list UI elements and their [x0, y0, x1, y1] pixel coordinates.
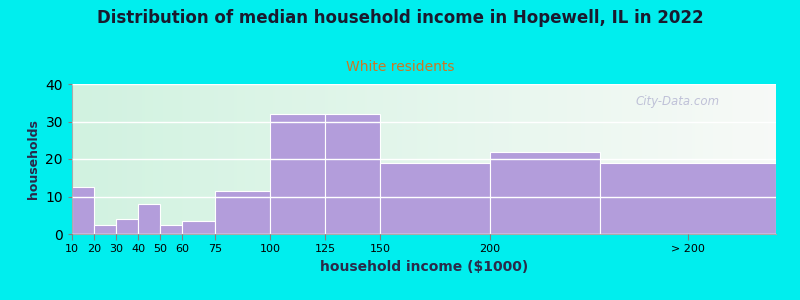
- Bar: [490, 152, 600, 234]
- Bar: [380, 163, 490, 234]
- Bar: [600, 163, 776, 234]
- Bar: [270, 114, 325, 234]
- Bar: [116, 219, 138, 234]
- Bar: [325, 114, 380, 234]
- Y-axis label: households: households: [26, 119, 40, 199]
- X-axis label: household income ($1000): household income ($1000): [320, 260, 528, 274]
- Bar: [94, 225, 116, 234]
- Bar: [215, 191, 270, 234]
- Bar: [72, 187, 94, 234]
- Bar: [138, 204, 160, 234]
- Text: White residents: White residents: [346, 60, 454, 74]
- Bar: [160, 225, 182, 234]
- Text: City-Data.com: City-Data.com: [635, 95, 719, 109]
- Text: Distribution of median household income in Hopewell, IL in 2022: Distribution of median household income …: [97, 9, 703, 27]
- Bar: [182, 221, 215, 234]
